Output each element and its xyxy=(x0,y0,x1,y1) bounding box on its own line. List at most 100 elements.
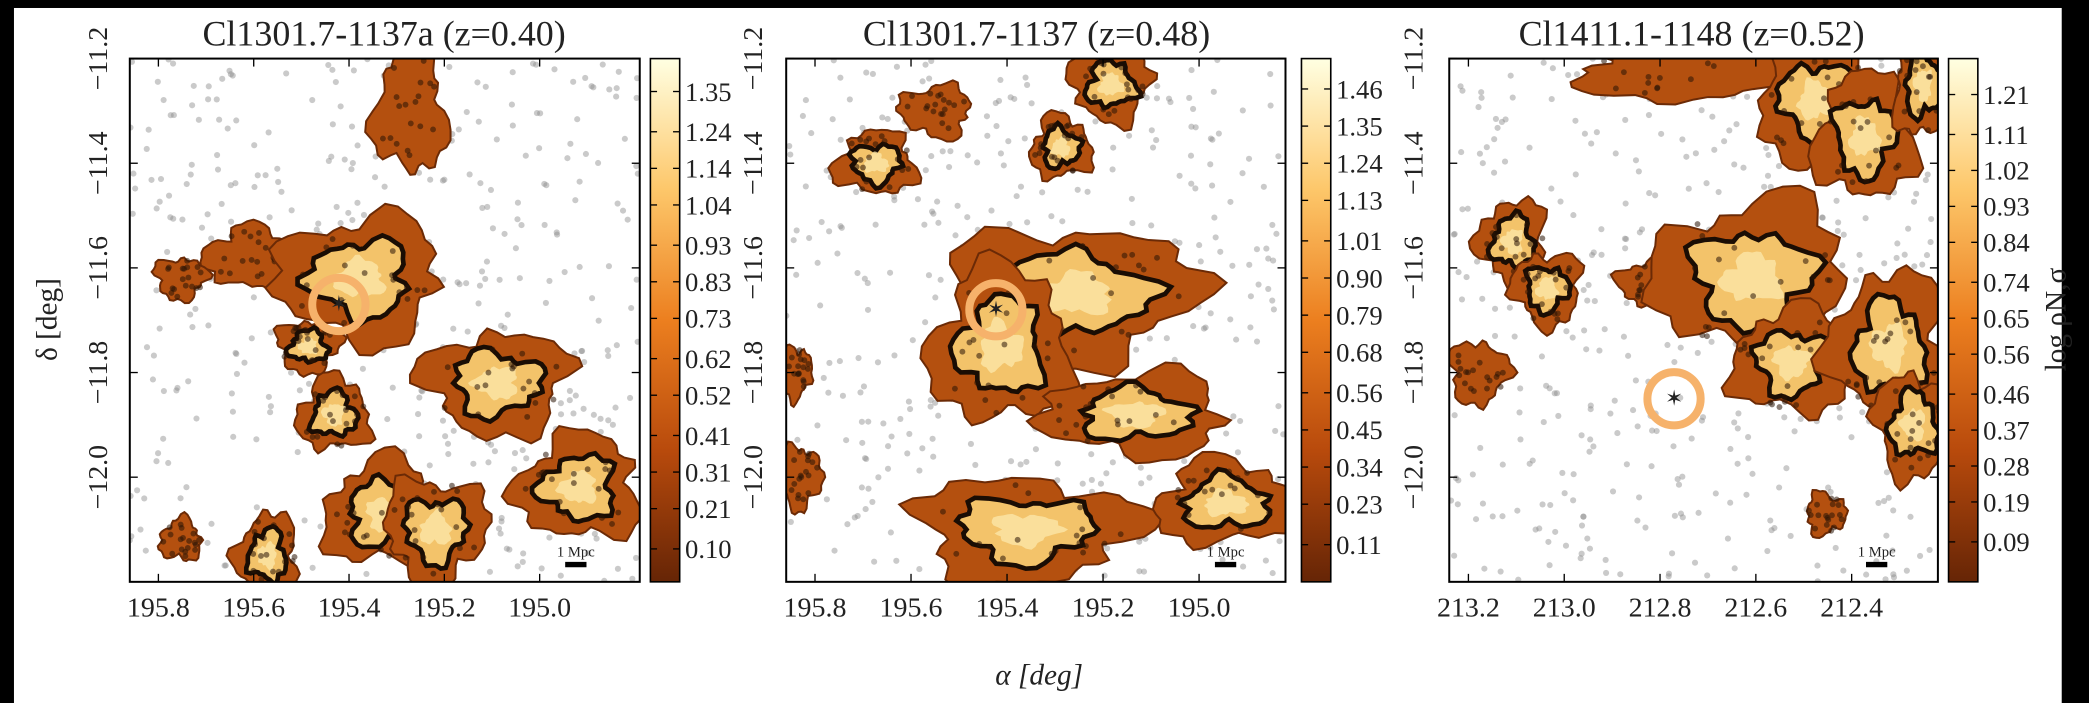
colorbar-tick-label: 0.41 xyxy=(685,421,732,451)
colorbar-tick-label: 0.90 xyxy=(1336,263,1383,293)
galaxy-dot xyxy=(281,353,288,360)
galaxy-dot xyxy=(974,159,981,166)
galaxy-dot xyxy=(893,63,900,70)
galaxy-dot xyxy=(1849,179,1856,186)
galaxy-dot xyxy=(1642,524,1649,531)
galaxy-dot xyxy=(250,294,257,301)
galaxy-dot xyxy=(794,371,801,378)
galaxy-dot xyxy=(1103,470,1110,477)
galaxy-dot xyxy=(859,186,866,193)
galaxy-dot xyxy=(923,105,930,112)
galaxy-dot xyxy=(1084,188,1091,195)
galaxy-dot xyxy=(788,354,795,361)
galaxy-dot xyxy=(408,511,415,518)
galaxy-dot xyxy=(487,441,495,448)
galaxy-dot xyxy=(1514,240,1520,247)
galaxy-dot xyxy=(221,255,228,262)
galaxy-dot xyxy=(224,125,231,132)
galaxy-dot xyxy=(1051,154,1058,161)
galaxy-dot xyxy=(380,135,386,142)
galaxy-dot xyxy=(1091,93,1098,100)
colorbar-tick-label: 0.31 xyxy=(685,457,732,487)
galaxy-dot xyxy=(879,114,886,121)
galaxy-dot xyxy=(1807,346,1814,353)
galaxy-dot xyxy=(888,433,895,440)
galaxy-dot xyxy=(1904,58,1910,64)
galaxy-dot xyxy=(1731,244,1738,251)
galaxy-dot xyxy=(1883,532,1890,539)
galaxy-dot xyxy=(1520,251,1527,258)
galaxy-dot xyxy=(1835,219,1842,226)
galaxy-dot xyxy=(1479,295,1486,302)
galaxy-dot xyxy=(384,416,391,423)
galaxy-dot xyxy=(1507,72,1514,79)
galaxy-dot xyxy=(1583,346,1590,353)
galaxy-dot xyxy=(843,437,850,444)
galaxy-dot xyxy=(1674,476,1681,483)
galaxy-dot xyxy=(1637,287,1644,294)
galaxy-dot xyxy=(1623,235,1630,243)
galaxy-dot xyxy=(1629,407,1637,414)
galaxy-dot xyxy=(809,459,816,466)
galaxy-dot xyxy=(1839,162,1845,169)
galaxy-dot xyxy=(1875,499,1882,506)
galaxy-dot xyxy=(1529,457,1536,464)
density-peak xyxy=(991,513,1069,550)
galaxy-dot xyxy=(857,389,864,396)
galaxy-dot xyxy=(839,392,846,399)
galaxy-dot xyxy=(889,94,896,101)
galaxy-dot xyxy=(1514,507,1521,514)
galaxy-dot xyxy=(541,180,548,187)
galaxy-dot xyxy=(853,163,860,170)
galaxy-dot xyxy=(1764,172,1772,179)
galaxy-dot xyxy=(1781,414,1788,421)
galaxy-dot xyxy=(529,60,537,67)
galaxy-dot xyxy=(514,216,521,223)
galaxy-dot xyxy=(554,231,561,238)
galaxy-dot xyxy=(1855,393,1862,400)
galaxy-dot xyxy=(345,503,352,510)
galaxy-dot xyxy=(1827,488,1834,496)
galaxy-dot xyxy=(522,152,529,159)
galaxy-dot xyxy=(1276,538,1283,545)
galaxy-dot xyxy=(295,338,302,345)
galaxy-dot xyxy=(1634,423,1641,430)
galaxy-dot xyxy=(1822,58,1829,65)
galaxy-dot xyxy=(539,469,546,476)
galaxy-dot xyxy=(191,539,198,546)
galaxy-dot xyxy=(457,545,463,552)
galaxy-dot xyxy=(1591,298,1598,305)
galaxy-dot xyxy=(179,216,186,223)
colorbar-tick-label: 0.93 xyxy=(1983,192,2030,222)
galaxy-dot xyxy=(884,115,891,123)
y-tick-label: −11.8 xyxy=(83,341,114,405)
colorbar-tick-label: 0.56 xyxy=(1336,378,1383,408)
galaxy-dot xyxy=(1907,436,1914,442)
galaxy-dot xyxy=(390,276,397,283)
galaxy-dot xyxy=(167,531,174,538)
galaxy-dot xyxy=(1209,136,1216,143)
galaxy-dot xyxy=(1499,513,1506,520)
galaxy-dot xyxy=(1526,144,1533,151)
galaxy-dot xyxy=(265,393,272,400)
galaxy-dot xyxy=(1546,385,1553,392)
galaxy-dot xyxy=(1140,568,1148,575)
galaxy-dot xyxy=(1734,460,1741,467)
galaxy-dot xyxy=(1816,121,1823,127)
galaxy-dot xyxy=(1451,230,1458,238)
galaxy-dot xyxy=(415,169,423,176)
galaxy-dot xyxy=(1275,153,1282,160)
galaxy-dot xyxy=(511,449,519,457)
galaxy-dot xyxy=(1814,501,1820,508)
galaxy-dot xyxy=(1265,285,1272,292)
galaxy-dot xyxy=(498,322,505,329)
galaxy-dot xyxy=(309,434,316,440)
galaxy-dot xyxy=(570,480,577,487)
galaxy-dot xyxy=(304,336,311,342)
galaxy-dot xyxy=(485,369,492,376)
galaxy-dot xyxy=(288,369,295,376)
galaxy-dot xyxy=(1175,486,1182,493)
galaxy-dot xyxy=(262,172,269,179)
galaxy-dot xyxy=(1750,293,1757,299)
galaxy-dot xyxy=(1848,434,1855,441)
